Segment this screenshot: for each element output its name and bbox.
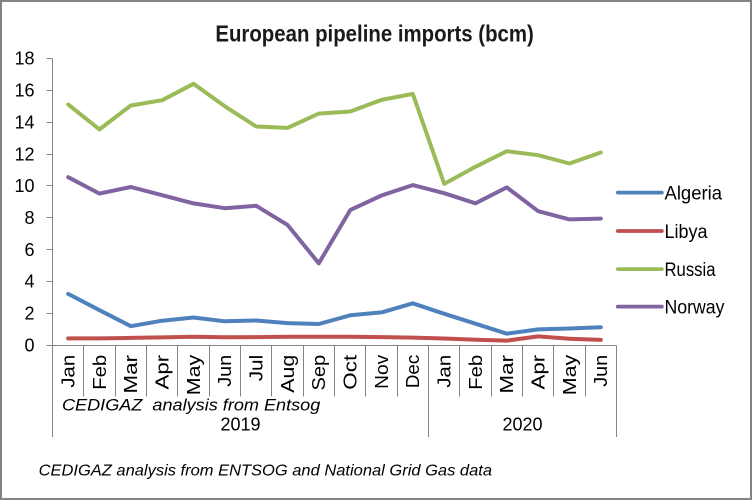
svg-text:European pipeline imports (bcm: European pipeline imports (bcm) [215, 21, 534, 47]
svg-text:2: 2 [24, 304, 34, 324]
svg-text:Aug: Aug [277, 355, 298, 393]
svg-text:Oct: Oct [340, 355, 361, 390]
svg-text:CEDIGAZ analysis from ENTSOG a: CEDIGAZ analysis from ENTSOG and Nationa… [39, 463, 493, 480]
svg-text:CEDIGAZ analysis from Entsog: CEDIGAZ analysis from Entsog [62, 395, 321, 414]
svg-text:2019: 2019 [220, 414, 260, 434]
svg-text:12: 12 [14, 144, 34, 164]
svg-text:Mar: Mar [496, 355, 517, 394]
svg-text:Libya: Libya [665, 222, 708, 243]
svg-text:16: 16 [14, 81, 34, 101]
svg-text:Nov: Nov [371, 354, 392, 389]
svg-text:Jun: Jun [590, 355, 611, 387]
svg-text:Apr: Apr [152, 355, 173, 390]
svg-text:Jan: Jan [434, 355, 455, 388]
svg-text:Jul: Jul [246, 355, 267, 382]
svg-text:Norway: Norway [665, 298, 725, 319]
svg-text:May: May [559, 354, 580, 395]
svg-text:2020: 2020 [502, 414, 542, 434]
svg-text:Dec: Dec [402, 355, 423, 388]
svg-text:10: 10 [14, 176, 34, 196]
svg-text:Feb: Feb [89, 355, 110, 390]
svg-text:6: 6 [24, 240, 34, 260]
svg-text:Feb: Feb [465, 355, 486, 390]
svg-text:May: May [183, 354, 204, 395]
svg-text:14: 14 [14, 112, 34, 132]
svg-text:Jan: Jan [58, 355, 79, 388]
svg-text:Apr: Apr [528, 355, 549, 390]
svg-text:Russia: Russia [665, 260, 716, 281]
svg-text:Mar: Mar [120, 355, 141, 394]
svg-text:Sep: Sep [308, 355, 329, 391]
svg-text:4: 4 [24, 272, 34, 292]
svg-text:0: 0 [24, 335, 34, 355]
svg-text:8: 8 [24, 208, 34, 228]
svg-text:Algeria: Algeria [665, 184, 723, 205]
svg-text:18: 18 [14, 49, 34, 69]
svg-text:Jun: Jun [214, 355, 235, 387]
